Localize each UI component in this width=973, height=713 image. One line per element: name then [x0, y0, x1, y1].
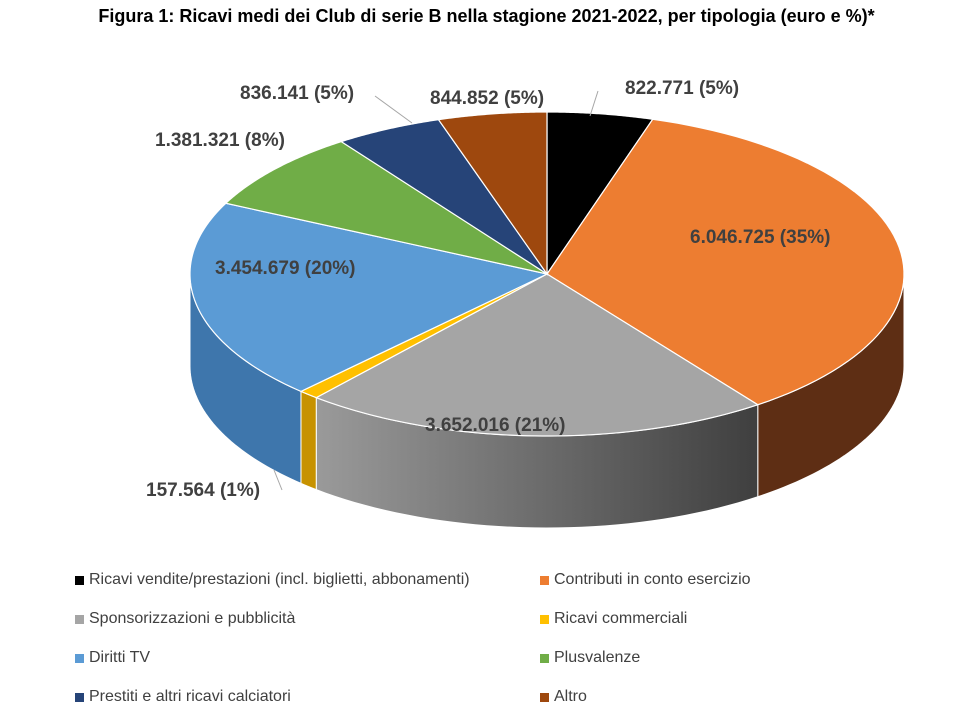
leader-line — [589, 90, 599, 117]
legend-swatch — [75, 575, 84, 585]
leader-line — [273, 469, 283, 491]
legend-swatch — [540, 614, 549, 624]
chart-title: Figura 1: Ricavi medi dei Club di serie … — [98, 6, 875, 26]
legend: Ricavi vendite/prestazioni (incl. biglie… — [75, 570, 835, 707]
legend-label: Ricavi commerciali — [554, 610, 688, 627]
leader-line — [374, 95, 413, 124]
pie-slice — [546, 118, 905, 406]
legend-label: Plusvalenze — [554, 649, 641, 666]
data-label: 1.381.321 (8%) — [155, 130, 285, 151]
legend-item: Ricavi commerciali — [540, 609, 840, 629]
pie-slice — [189, 202, 549, 393]
legend-label: Contributi in conto esercizio — [554, 571, 751, 588]
pie-slice — [314, 273, 760, 437]
legend-swatch — [75, 653, 84, 663]
legend-item: Altro — [540, 687, 840, 707]
legend-swatch — [540, 653, 549, 663]
data-label: 836.141 (5%) — [240, 83, 354, 104]
legend-swatch — [540, 575, 549, 585]
legend-label: Ricavi vendite/prestazioni (incl. biglie… — [89, 571, 470, 588]
legend-swatch — [75, 692, 84, 702]
legend-swatch — [540, 692, 549, 702]
legend-label: Altro — [554, 688, 587, 705]
legend-item: Diritti TV — [75, 648, 540, 668]
pie-side-3 — [300, 390, 317, 491]
data-label: 3.454.679 (20%) — [215, 258, 356, 279]
data-label: 844.852 (5%) — [430, 88, 544, 109]
data-label: 822.771 (5%) — [625, 78, 739, 99]
data-label: 157.564 (1%) — [146, 480, 260, 501]
pie-slice — [546, 111, 654, 276]
legend-item: Sponsorizzazioni e pubblicità — [75, 609, 540, 629]
legend-item: Plusvalenze — [540, 648, 840, 668]
legend-label: Diritti TV — [89, 649, 151, 666]
legend-item: Prestiti e altri ricavi calciatori — [75, 687, 540, 707]
legend-label: Prestiti e altri ricavi calciatori — [89, 688, 291, 705]
data-label: 6.046.725 (35%) — [690, 227, 831, 248]
pie-slice — [224, 140, 548, 275]
legend-item: Contributi in conto esercizio — [540, 570, 840, 590]
pie-slice — [437, 111, 548, 276]
legend-item: Ricavi vendite/prestazioni (incl. biglie… — [75, 570, 540, 590]
data-label: 3.652.016 (21%) — [425, 415, 566, 436]
pie-slice — [299, 273, 548, 399]
legend-label: Sponsorizzazioni e pubblicità — [89, 610, 296, 627]
pie-slice — [339, 119, 548, 275]
legend-swatch — [75, 614, 84, 624]
